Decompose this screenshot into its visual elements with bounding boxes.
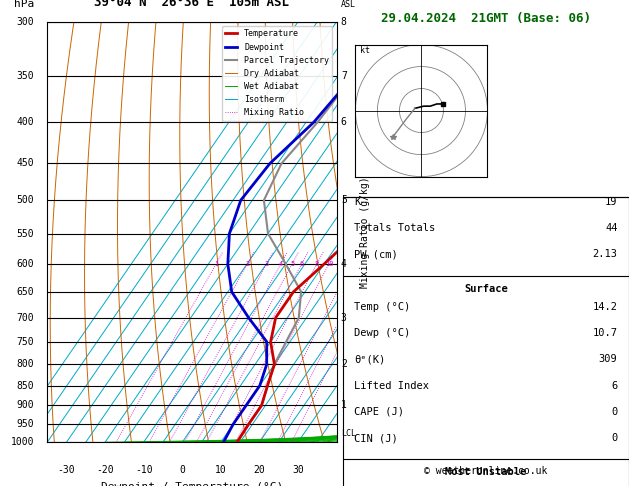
Text: Surface: Surface [464,284,508,294]
Text: 6: 6 [299,261,304,267]
Text: CIN (J): CIN (J) [354,433,398,443]
Text: 4: 4 [341,259,347,269]
Text: Lifted Index: Lifted Index [354,381,429,391]
Text: 350: 350 [16,70,34,81]
Text: 600: 600 [16,259,34,269]
Text: 0: 0 [179,466,185,475]
Text: 20: 20 [253,466,265,475]
Text: Dewp (°C): Dewp (°C) [354,328,411,338]
Text: © weatheronline.co.uk: © weatheronline.co.uk [424,466,548,476]
Text: 500: 500 [16,195,34,205]
Text: Dewpoint / Temperature (°C): Dewpoint / Temperature (°C) [101,482,283,486]
Text: 19: 19 [605,197,618,207]
Text: 10.7: 10.7 [593,328,618,338]
Text: CAPE (J): CAPE (J) [354,407,404,417]
Text: 950: 950 [16,419,34,429]
Text: Most Unstable: Most Unstable [445,468,526,477]
Text: 700: 700 [16,312,34,323]
Text: θᵉ(K): θᵉ(K) [354,354,386,364]
Text: 3: 3 [264,261,269,267]
Text: 2: 2 [341,359,347,369]
Text: PW (cm): PW (cm) [354,249,398,260]
Text: 2: 2 [245,261,249,267]
Text: 7: 7 [341,70,347,81]
Text: 3: 3 [341,312,347,323]
Text: 450: 450 [16,158,34,169]
Text: 750: 750 [16,337,34,347]
Text: 4: 4 [279,261,283,267]
Text: 900: 900 [16,400,34,411]
Text: Mixing Ratio (g/kg): Mixing Ratio (g/kg) [360,176,370,288]
Text: 8: 8 [341,17,347,27]
Text: LCL: LCL [341,429,356,438]
Text: 14.2: 14.2 [593,302,618,312]
Text: 309: 309 [599,354,618,364]
Text: 6: 6 [341,117,347,127]
Text: 39°04'N  26°36'E  105m ASL: 39°04'N 26°36'E 105m ASL [94,0,289,9]
Text: 10: 10 [215,466,226,475]
Text: 5: 5 [341,195,347,205]
Text: 29.04.2024  21GMT (Base: 06): 29.04.2024 21GMT (Base: 06) [381,12,591,25]
Text: 44: 44 [605,223,618,233]
Text: 300: 300 [16,17,34,27]
Text: 8: 8 [314,261,319,267]
Text: km
ASL: km ASL [340,0,355,9]
Text: -10: -10 [135,466,152,475]
Text: 1000: 1000 [11,437,34,447]
Legend: Temperature, Dewpoint, Parcel Trajectory, Dry Adiabat, Wet Adiabat, Isotherm, Mi: Temperature, Dewpoint, Parcel Trajectory… [221,26,332,121]
Text: K: K [354,197,360,207]
Text: 550: 550 [16,228,34,239]
Text: hPa: hPa [14,0,34,9]
Text: Temp (°C): Temp (°C) [354,302,411,312]
Text: 5: 5 [290,261,294,267]
Text: -20: -20 [96,466,114,475]
Text: 800: 800 [16,359,34,369]
Text: 1: 1 [341,400,347,411]
Text: 6: 6 [611,381,618,391]
Text: 10: 10 [325,261,333,267]
Text: -30: -30 [58,466,75,475]
Text: 30: 30 [292,466,304,475]
Text: Totals Totals: Totals Totals [354,223,435,233]
Text: 0: 0 [611,407,618,417]
Text: kt: kt [360,46,370,55]
Text: 400: 400 [16,117,34,127]
Text: 1: 1 [214,261,218,267]
Text: 650: 650 [16,287,34,297]
Text: 2.13: 2.13 [593,249,618,260]
Text: 0: 0 [611,433,618,443]
Text: 850: 850 [16,381,34,391]
